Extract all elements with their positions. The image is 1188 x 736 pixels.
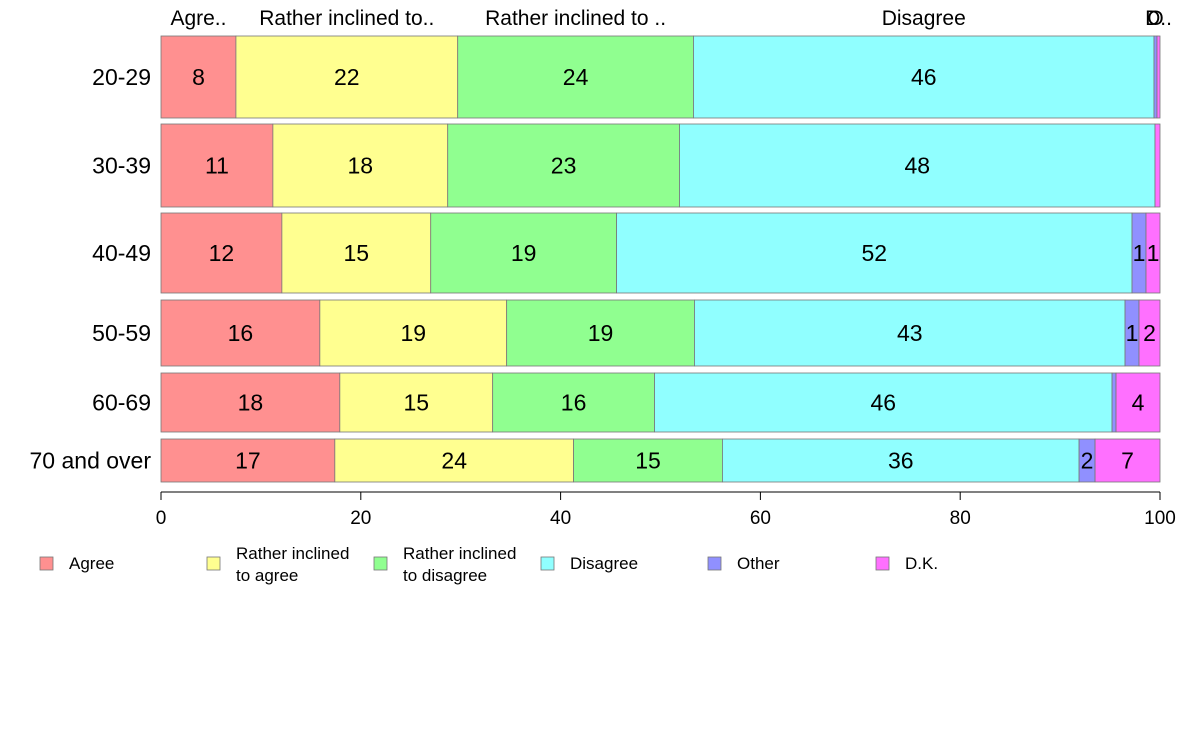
bar-segment: [679, 123, 1156, 208]
data-label: 36: [888, 448, 914, 474]
data-label: 12: [209, 240, 235, 266]
bar-segment: [430, 212, 617, 294]
legend-swatch: [707, 556, 722, 571]
category-label: 30-39: [92, 153, 151, 179]
data-label: 1: [1133, 240, 1146, 266]
bar-segment: [160, 372, 341, 433]
column-header-label: Rather inclined to..: [259, 7, 434, 30]
data-label: 15: [344, 240, 370, 266]
legend: Agree Rather inclined to agree Rather incli…: [39, 544, 938, 585]
legend-label: Other: [737, 554, 780, 573]
x-tick-label: 60: [750, 508, 771, 529]
data-label: 4: [1132, 390, 1145, 416]
data-label: 52: [861, 240, 887, 266]
bar-segment: [693, 35, 1155, 119]
bar-segment: [1115, 372, 1161, 433]
data-label: 19: [511, 240, 537, 266]
data-label: 15: [635, 448, 661, 474]
data-label: 8: [192, 64, 205, 90]
column-header-label: D..: [1145, 7, 1172, 30]
bar-segment: [1094, 438, 1161, 483]
x-axis: 0 20 40 60 80 100: [156, 491, 1176, 529]
bar-segment: [1145, 212, 1161, 294]
bar-segment: [573, 438, 723, 483]
data-label: 7: [1121, 448, 1134, 474]
bar-segment: [319, 299, 508, 367]
legend-label: to agree: [236, 566, 298, 585]
data-label: 46: [911, 64, 937, 90]
data-label: 22: [334, 64, 360, 90]
row-labels: 20-29 30-39 40-49 50-59 60-69 70 and over: [30, 64, 152, 474]
bar-segment: [1138, 299, 1161, 367]
x-tick-label: 0: [156, 508, 167, 529]
column-header-label: O: [1147, 7, 1163, 30]
legend-label: to disagree: [403, 566, 487, 585]
bar-segment: [160, 299, 321, 367]
legend-label: Agree: [69, 554, 114, 573]
bar-segment: [694, 299, 1126, 367]
bar-segment: [272, 123, 449, 208]
bar-segment: [339, 372, 494, 433]
bar-segment: [281, 212, 432, 294]
data-label: 48: [904, 153, 930, 179]
data-label: 19: [400, 320, 426, 346]
data-label: 23: [551, 153, 577, 179]
bar-segment: [334, 438, 574, 483]
legend-swatch: [540, 556, 555, 571]
data-label: 11: [205, 153, 229, 179]
data-label: 16: [561, 390, 587, 416]
column-header-label: Rather inclined to ..: [485, 7, 666, 30]
data-label: 18: [238, 390, 264, 416]
category-label: 60-69: [92, 390, 151, 416]
legend-swatch: [875, 556, 890, 571]
bar-segment: [1154, 123, 1161, 208]
data-label: 19: [588, 320, 614, 346]
bar-segment: [235, 35, 459, 119]
bar-segment: [722, 438, 1080, 483]
category-label: 40-49: [92, 240, 151, 266]
data-label: 43: [897, 320, 923, 346]
data-label: 24: [563, 64, 589, 90]
data-label: 1: [1147, 240, 1160, 266]
bar-segment: [492, 372, 655, 433]
category-label: 20-29: [92, 64, 151, 90]
x-tick-label: 100: [1144, 508, 1176, 529]
x-tick-label: 20: [350, 508, 371, 529]
bar-segment: [160, 123, 274, 208]
bar-segment: [1153, 35, 1158, 119]
x-tick-label: 40: [550, 508, 571, 529]
top-labels: Agre.. Rather inclined to.. Rather incline…: [170, 7, 1171, 30]
legend-label: Rather inclined: [236, 544, 349, 563]
bar-segment: [654, 372, 1113, 433]
data-label: 2: [1081, 448, 1094, 474]
bar-segment: [616, 212, 1133, 294]
data-label: 16: [228, 320, 254, 346]
bar-segment: [506, 299, 695, 367]
category-label: 70 and over: [30, 448, 152, 474]
bar-segment: [160, 438, 336, 483]
bar-segment: [1156, 35, 1161, 119]
data-label: 15: [403, 390, 429, 416]
column-header-label: Disagree: [882, 7, 966, 30]
data-label: 1: [1126, 320, 1139, 346]
data-label: 18: [348, 153, 374, 179]
data-label: 46: [870, 390, 896, 416]
legend-swatch: [39, 556, 54, 571]
column-header-label: Agre..: [170, 7, 226, 30]
x-tick-label: 80: [950, 508, 971, 529]
bar-segment: [160, 212, 283, 294]
legend-label: Disagree: [570, 554, 638, 573]
bar-segment: [1111, 372, 1117, 433]
category-label: 50-59: [92, 320, 151, 346]
legend-label: D.K.: [905, 554, 938, 573]
data-label: 2: [1143, 320, 1156, 346]
legend-label: Rather inclined: [403, 544, 516, 563]
legend-swatch: [206, 556, 221, 571]
bar-segment: [447, 123, 680, 208]
legend-swatch: [373, 556, 388, 571]
data-label: 17: [235, 448, 261, 474]
data-label: 24: [441, 448, 467, 474]
